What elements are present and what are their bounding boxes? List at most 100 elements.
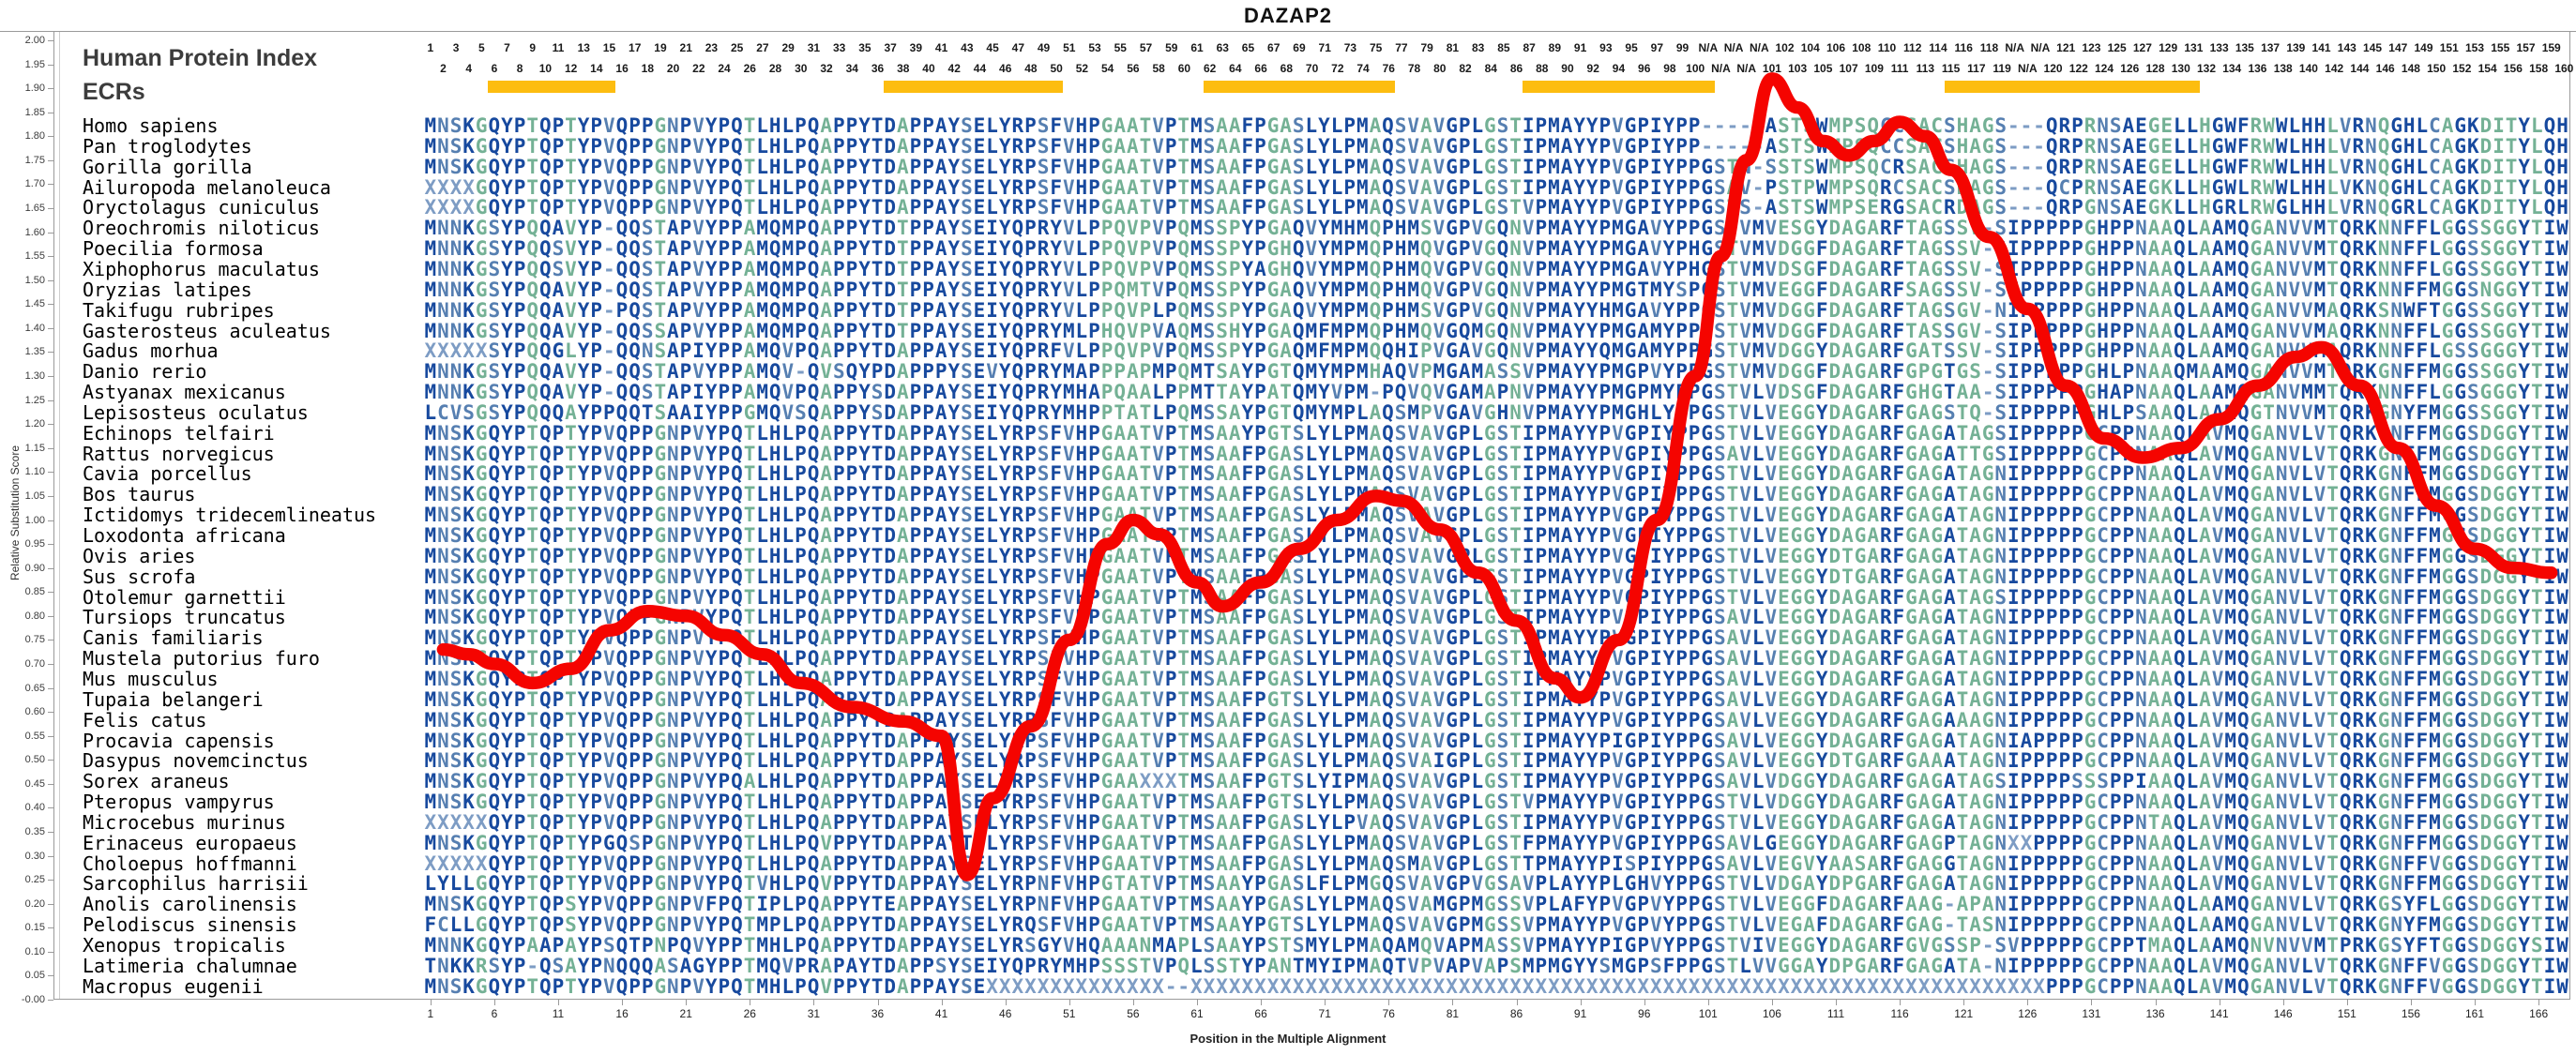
species-name: Ovis aries xyxy=(83,544,196,567)
x-tick-label: 121 xyxy=(1954,1007,1974,1020)
x-tick-label: 66 xyxy=(1254,1007,1267,1020)
x-tick-mark xyxy=(2027,1000,2029,1005)
x-tick-label: 111 xyxy=(1826,1007,1845,1020)
x-tick-mark xyxy=(1771,1000,1773,1005)
position-label: 148 xyxy=(2401,62,2420,75)
position-label: 74 xyxy=(1356,62,1370,75)
position-label: 143 xyxy=(2337,41,2356,54)
x-axis-title: Position in the Multiple Alignment xyxy=(1190,1032,1386,1046)
y-tick-mark xyxy=(48,495,53,497)
position-label: 129 xyxy=(2159,41,2178,54)
position-label: 31 xyxy=(807,41,821,54)
y-tick-label: 0.20 xyxy=(24,897,45,910)
species-name: Oryzias latipes xyxy=(83,278,252,301)
position-label: 92 xyxy=(1586,62,1599,75)
panel-header: Human Protein Index xyxy=(83,45,318,71)
position-label: 47 xyxy=(1011,41,1025,54)
y-tick-mark xyxy=(48,831,53,833)
position-label: 38 xyxy=(897,62,910,75)
position-label: 96 xyxy=(1638,62,1651,75)
position-label: 41 xyxy=(934,41,948,54)
position-label: 75 xyxy=(1370,41,1383,54)
x-tick-label: 166 xyxy=(2529,1007,2549,1020)
y-tick-mark xyxy=(48,544,53,546)
species-name: Choloepus hoffmanni xyxy=(83,852,297,875)
x-tick-label: 41 xyxy=(934,1007,948,1020)
x-tick-mark xyxy=(941,1000,943,1005)
position-label: 52 xyxy=(1075,62,1089,75)
position-label: 102 xyxy=(1775,41,1795,54)
x-tick-mark xyxy=(2346,1000,2348,1005)
position-label: 134 xyxy=(2222,62,2242,75)
species-name: Gorilla gorilla xyxy=(83,155,252,178)
y-tick-label: 1.70 xyxy=(24,178,45,190)
species-name: Microcebus murinus xyxy=(83,810,286,834)
position-label: N/A xyxy=(1723,41,1744,54)
ecr-bar[interactable] xyxy=(1203,81,1396,93)
position-label: 68 xyxy=(1280,62,1294,75)
y-tick-label: 1.85 xyxy=(24,106,45,118)
y-tick-label: 1.35 xyxy=(24,346,45,358)
position-label: 30 xyxy=(795,62,808,75)
position-label: 112 xyxy=(1903,41,1922,54)
position-label: 13 xyxy=(577,41,590,54)
position-label: 113 xyxy=(1916,62,1935,75)
ecr-bar[interactable] xyxy=(884,81,1063,93)
ecr-bar[interactable] xyxy=(1523,81,1715,93)
species-name: Sorex araneus xyxy=(83,770,230,793)
position-label: 19 xyxy=(654,41,667,54)
position-label: 63 xyxy=(1216,41,1229,54)
position-label: 23 xyxy=(705,41,719,54)
y-tick-mark xyxy=(48,232,53,234)
y-tick-label: 1.90 xyxy=(24,83,45,95)
position-label: 2 xyxy=(440,62,447,75)
x-tick-mark xyxy=(2410,1000,2412,1005)
y-tick-mark xyxy=(48,975,53,977)
position-label: 46 xyxy=(999,62,1012,75)
position-label: 21 xyxy=(679,41,692,54)
position-label: 85 xyxy=(1497,41,1510,54)
plot-frame xyxy=(53,31,2570,1000)
species-name: Tursiops truncatus xyxy=(83,606,286,629)
ecr-bar[interactable] xyxy=(488,81,616,93)
x-tick-label: 126 xyxy=(2018,1007,2038,1020)
position-label: 12 xyxy=(564,62,578,75)
position-label: 133 xyxy=(2209,41,2229,54)
x-tick-label: 46 xyxy=(999,1007,1012,1020)
position-label: 67 xyxy=(1267,41,1280,54)
x-tick-mark xyxy=(813,1000,815,1005)
position-label: 160 xyxy=(2554,62,2574,75)
position-label: 11 xyxy=(552,41,565,54)
y-tick-mark xyxy=(48,567,53,569)
position-label: 155 xyxy=(2491,41,2510,54)
position-label: 60 xyxy=(1177,62,1191,75)
species-name: Felis catus xyxy=(83,708,207,731)
y-tick-label: 0.55 xyxy=(24,730,45,742)
y-tick-mark xyxy=(48,208,53,210)
position-label: 50 xyxy=(1050,62,1063,75)
y-tick-label: 1.05 xyxy=(24,490,45,502)
ecr-bar[interactable] xyxy=(1944,81,2201,93)
x-tick-mark xyxy=(2091,1000,2093,1005)
position-label: 128 xyxy=(2145,62,2165,75)
position-label: 56 xyxy=(1127,62,1140,75)
species-name: Astyanax mexicanus xyxy=(83,381,286,404)
position-label: N/A xyxy=(1736,62,1756,75)
y-tick-mark xyxy=(48,256,53,258)
x-tick-label: 31 xyxy=(807,1007,821,1020)
position-label: 16 xyxy=(615,62,629,75)
y-tick-mark xyxy=(48,927,53,929)
position-label: 97 xyxy=(1650,41,1664,54)
x-tick-mark xyxy=(2538,1000,2540,1005)
position-label: 156 xyxy=(2503,62,2523,75)
y-tick-label: 0.25 xyxy=(24,874,45,886)
position-label: 130 xyxy=(2171,62,2190,75)
y-tick-label: -0.00 xyxy=(21,994,45,1005)
position-label: 78 xyxy=(1407,62,1421,75)
position-label: 80 xyxy=(1433,62,1447,75)
ecrs-label: ECRs xyxy=(83,79,145,105)
position-label: 144 xyxy=(2350,62,2370,75)
position-label: 88 xyxy=(1536,62,1549,75)
x-tick-mark xyxy=(430,1000,432,1005)
